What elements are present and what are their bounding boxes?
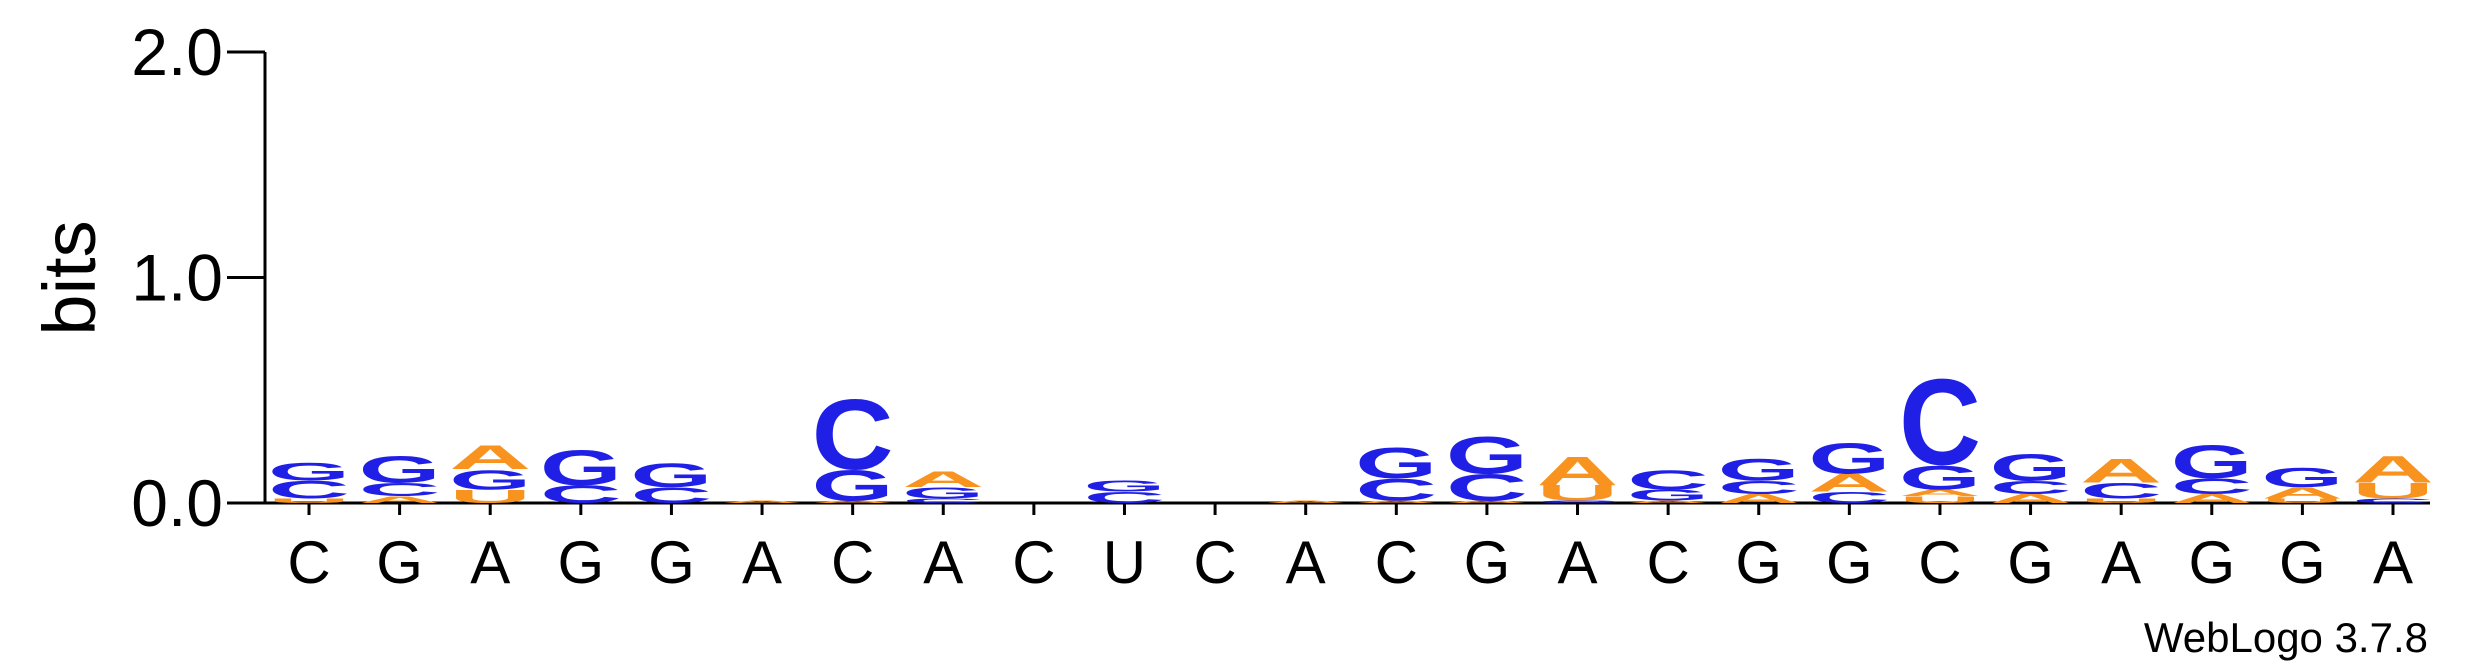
y-tick-label: 0.0: [131, 466, 223, 540]
x-tick-label: U: [1103, 529, 1146, 596]
x-tick-label: G: [648, 529, 695, 596]
logo-letter: C: [1899, 354, 1981, 491]
logo-letter: A: [2261, 485, 2343, 502]
x-tick-label: G: [1735, 529, 1782, 596]
logo-letter: G: [1446, 425, 1528, 485]
x-tick-label: G: [1464, 529, 1511, 596]
logo-letter: G: [1627, 487, 1709, 504]
logo-letter: C: [540, 481, 622, 509]
x-tick-label: A: [2101, 529, 2141, 596]
logo-letter: U: [449, 486, 531, 507]
logo-letter: C: [1355, 473, 1437, 508]
logo-letter: U: [1899, 495, 1981, 505]
logo-letter: G: [268, 458, 350, 486]
logo-letter: A: [1808, 469, 1890, 497]
logo-letter: G: [1990, 446, 2072, 488]
x-tick-label: A: [1286, 529, 1326, 596]
logo-letter: A: [812, 500, 894, 504]
logo-letter: G: [902, 484, 984, 501]
x-tick-label: A: [2373, 529, 2413, 596]
logo-letter: C: [902, 497, 984, 504]
logo-letter: C: [359, 479, 441, 500]
x-tick-label: C: [1193, 529, 1236, 596]
logo-letter: G: [1718, 453, 1800, 488]
logo-letter: G: [1083, 478, 1165, 495]
logo-letter: G: [1899, 458, 1981, 497]
logo-letter: A: [359, 495, 441, 505]
logo-letter: U: [2261, 497, 2343, 504]
logo-letter: A: [449, 438, 531, 477]
logo-letter: C: [1808, 489, 1890, 506]
logo-letter: C: [1446, 467, 1528, 509]
y-axis-label: bits: [28, 220, 111, 335]
logo-letter: A: [1990, 492, 2072, 506]
x-tick-label: C: [831, 529, 874, 596]
logo-letter: A: [1627, 500, 1709, 504]
x-tick-label: C: [1375, 529, 1418, 596]
x-tick-label: G: [2279, 529, 2326, 596]
logo-letter: G: [2261, 462, 2343, 493]
logo-letter: A: [1355, 500, 1437, 504]
logo-letter: U: [1537, 481, 1619, 505]
logo-letter: A: [2080, 451, 2162, 490]
logo-letter: A: [902, 468, 984, 492]
x-tick-label: G: [2188, 529, 2235, 596]
x-tick-label: C: [287, 529, 330, 596]
x-tick-label: C: [1918, 529, 1961, 596]
logo-letter: A: [1265, 500, 1347, 504]
logo-letter: A: [2171, 492, 2253, 506]
logo-letter: G: [812, 462, 894, 511]
logo-letter: C: [2352, 497, 2434, 504]
logo-letter: C: [1627, 464, 1709, 496]
logo-letter: A: [1899, 488, 1981, 498]
x-tick-label: C: [1012, 529, 1055, 596]
x-tick-label: A: [470, 529, 510, 596]
logo-letter: C: [812, 378, 894, 490]
logo-letter: G: [540, 440, 622, 496]
logo-letter: A: [1718, 492, 1800, 506]
y-tick-label: 1.0: [131, 241, 223, 315]
logo-letter: C: [630, 483, 712, 507]
logo-letter: G: [359, 449, 441, 491]
logo-letter: G: [1808, 435, 1890, 484]
x-tick-label: A: [1558, 529, 1598, 596]
x-tick-label: C: [1646, 529, 1689, 596]
y-tick-label: 2.0: [131, 15, 223, 89]
logo-letter: C: [1083, 489, 1165, 506]
logo-letter: A: [1537, 449, 1619, 494]
footer: WebLogo 3.7.8: [2144, 614, 2428, 661]
x-tick-label: A: [923, 529, 963, 596]
logo-letter: A: [1446, 500, 1528, 504]
logo-letter: U: [2352, 479, 2434, 503]
x-tick-label: G: [1826, 529, 1873, 596]
logo-letter: G: [449, 464, 531, 495]
logo-letter: C: [2171, 474, 2253, 498]
x-tick-label: G: [557, 529, 604, 596]
logo-letter: C: [1537, 500, 1619, 504]
logo-letter: G: [630, 456, 712, 495]
x-tick-label: G: [376, 529, 423, 596]
logo-letter: C: [1990, 477, 2072, 498]
logo-letter: A: [2352, 448, 2434, 490]
logo-letter: C: [268, 476, 350, 504]
logo-letter: U: [268, 497, 350, 504]
logo-letter: G: [2171, 436, 2253, 488]
x-tick-label: G: [2007, 529, 2054, 596]
logo-letter: A: [721, 500, 803, 504]
logo-letter: C: [2080, 479, 2162, 503]
logo-letter: G: [1355, 439, 1437, 488]
x-tick-label: A: [742, 529, 782, 596]
logo-letter: U: [2080, 497, 2162, 504]
logo-letter: C: [1718, 477, 1800, 498]
